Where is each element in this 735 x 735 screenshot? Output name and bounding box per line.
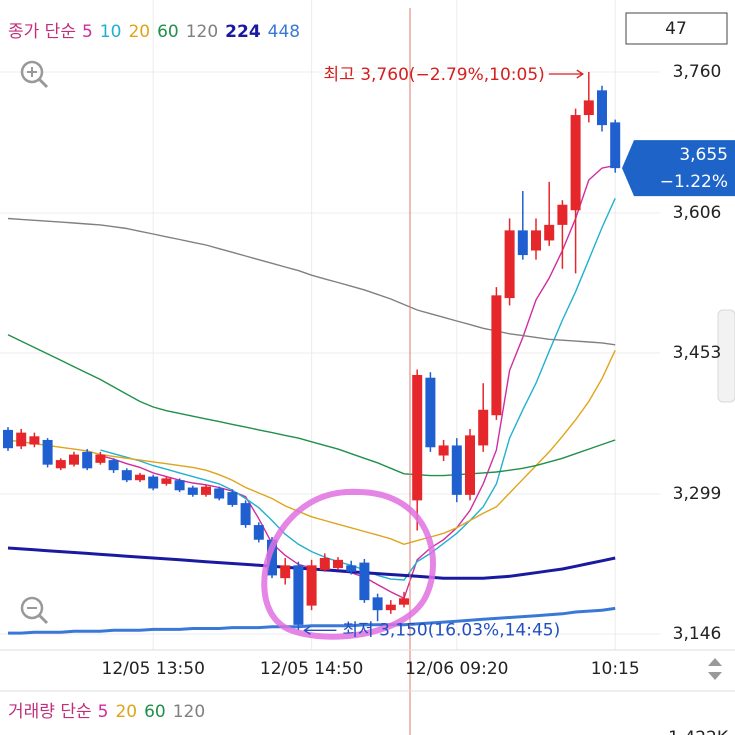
candle-body [465, 435, 475, 495]
candle-body [253, 525, 264, 540]
candle-body [359, 562, 370, 601]
candle-body [438, 445, 449, 456]
x-tick-label: 10:15 [591, 659, 640, 679]
y-tick-label: 3,146 [673, 624, 722, 644]
candle-body [425, 377, 436, 448]
low-label: 최저 3,150(16.03%,14:45) [342, 620, 560, 640]
candle-body [306, 565, 317, 606]
price-tag-change: −1.22% [660, 172, 728, 192]
candle-body [227, 492, 238, 505]
candle-body [385, 604, 396, 611]
count-box-text: 47 [665, 19, 687, 39]
candle-body [267, 539, 277, 576]
candle-body [346, 565, 357, 572]
price-tag-value: 3,655 [679, 145, 728, 165]
ma-line [7, 350, 616, 546]
candle-body [161, 478, 172, 484]
legend-item: 20 [128, 22, 150, 42]
legend-item: 120 [186, 22, 218, 42]
ma-line [7, 217, 616, 346]
candle-body [174, 480, 185, 491]
candle-body [570, 115, 581, 211]
candle-body [201, 486, 211, 495]
grid-layer [0, 0, 660, 650]
scroll-arrows[interactable] [708, 658, 722, 680]
volume-legend-item: 20 [115, 702, 137, 722]
zoom-out[interactable] [20, 596, 49, 625]
legend-item: 224 [225, 22, 261, 42]
candle-body [42, 439, 53, 465]
volume-legend-item: 60 [144, 702, 166, 722]
candle-body [108, 460, 119, 471]
legend-title: 종가 단순 [8, 22, 76, 42]
candle-body [610, 122, 621, 169]
volume-legend-item: 120 [173, 702, 205, 722]
candle-body [135, 474, 145, 481]
x-tick-label: 12/06 09:20 [405, 659, 508, 679]
high-arrow [548, 69, 584, 79]
volume-legend-item: 5 [98, 702, 109, 722]
candle-body [319, 558, 330, 570]
candle-body [214, 488, 225, 499]
candle-body [597, 90, 607, 126]
high-label: 최고 3,760(−2.79%,10:05) [324, 65, 545, 85]
candle-body [372, 597, 383, 611]
count-box[interactable] [625, 12, 728, 45]
legend-item: 10 [100, 22, 122, 42]
ma-line [100, 164, 616, 600]
scroll-handle[interactable] [717, 309, 735, 403]
low-arrow [303, 625, 337, 635]
ma-line [7, 334, 616, 477]
candle-body [3, 429, 13, 449]
candle-body [557, 204, 568, 225]
candle-body [148, 476, 159, 489]
candle-body [531, 230, 541, 251]
x-tick-label: 12/05 14:50 [260, 659, 363, 679]
hand-drawn-circle [261, 488, 436, 640]
candle-body [55, 460, 66, 469]
y-tick-label: 3,299 [673, 484, 722, 504]
ma-line [8, 606, 616, 635]
candle-body [517, 230, 528, 256]
line-layer [7, 164, 616, 635]
candle-body [399, 598, 409, 605]
candle-body [451, 445, 462, 495]
volume-legend-title: 거래량 단순 [8, 702, 92, 722]
candle-body [412, 374, 423, 501]
x-tick-label: 12/05 13:50 [102, 659, 205, 679]
legend-item: 60 [157, 22, 179, 42]
candle-body [69, 454, 79, 465]
y-tick-label: 3,606 [673, 203, 722, 223]
candle-body [491, 295, 502, 416]
candle-body [16, 432, 27, 447]
zoom-in[interactable] [20, 60, 49, 89]
candle-body [82, 451, 93, 469]
y-tick-label: 3,453 [673, 343, 722, 363]
candle-body [544, 224, 555, 241]
candle-body [504, 230, 515, 299]
candle-body [95, 454, 106, 463]
candle-body [121, 470, 132, 481]
legend-item: 5 [82, 22, 93, 42]
candle-body [240, 503, 251, 526]
ma-line [100, 198, 616, 581]
candle-body [187, 487, 198, 495]
legend-item: 448 [268, 22, 300, 42]
candle-body [333, 559, 343, 569]
y-tick-label: 3,760 [673, 62, 722, 82]
candle-body [583, 100, 594, 116]
candle-body [280, 565, 291, 579]
price-tag [622, 140, 735, 197]
candle-body [478, 409, 489, 446]
volume-axis-label: 1,422K [668, 728, 729, 735]
candle-body [29, 436, 40, 445]
candle-body [293, 565, 304, 625]
candle-layer [3, 72, 621, 631]
